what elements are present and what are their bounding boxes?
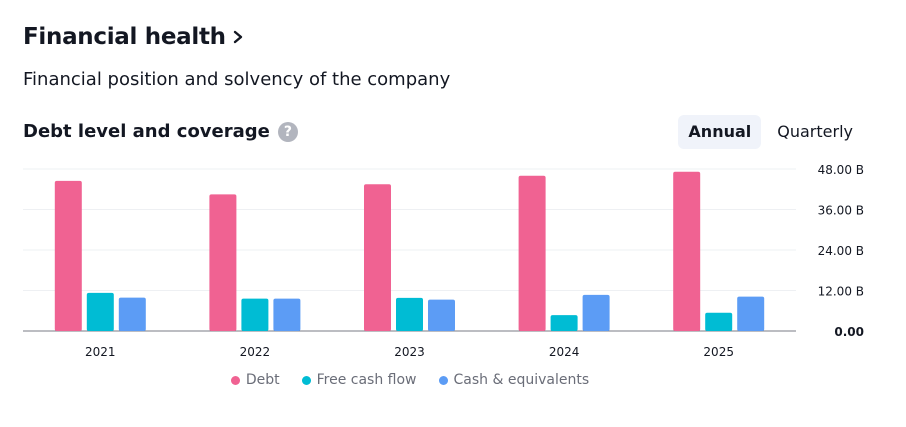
y-tick-label: 12.00 B <box>818 285 864 299</box>
bar-free-cash-flow-2023 <box>396 297 423 331</box>
bar-debt-2024 <box>518 175 546 331</box>
bar-cash-equivalents-2025 <box>737 296 765 331</box>
bar-cash-equivalents-2021 <box>118 297 146 331</box>
legend-dot-free-cash-flow <box>301 375 311 385</box>
legend-label-free-cash-flow: Free cash flow <box>316 372 417 388</box>
bar-cash-equivalents-2022 <box>273 298 301 331</box>
chart-legend: Debt Free cash flow Cash & equivalents <box>0 372 820 388</box>
period-tabs: Annual Quarterly <box>678 115 863 149</box>
legend-item-cash-equivalents[interactable]: Cash & equivalents <box>438 372 590 388</box>
page-title: Financial health <box>23 24 226 50</box>
help-icon[interactable]: ? <box>277 121 298 142</box>
x-tick-label: 2024 <box>549 345 580 359</box>
bar-cash-equivalents-2024 <box>582 294 610 331</box>
legend-dot-cash-equivalents <box>438 375 448 385</box>
section-title-row: Debt level and coverage ? <box>23 121 298 142</box>
bar-free-cash-flow-2024 <box>550 315 578 331</box>
y-tick-label: 0.00 <box>834 325 864 339</box>
financial-health-title[interactable]: Financial health <box>23 24 244 50</box>
x-tick-label: 2021 <box>85 345 116 359</box>
bar-debt-2023 <box>364 184 391 331</box>
chevron-right-icon <box>233 30 242 44</box>
x-tick-label: 2022 <box>240 345 271 359</box>
x-tick-label: 2023 <box>394 345 425 359</box>
tab-annual[interactable]: Annual <box>678 115 762 149</box>
x-tick-label: 2025 <box>703 345 734 359</box>
legend-label-debt: Debt <box>245 372 280 388</box>
bar-debt-2022 <box>209 194 237 331</box>
page-subtitle: Financial position and solvency of the c… <box>23 69 451 90</box>
legend-label-cash-equivalents: Cash & equivalents <box>453 372 590 388</box>
bar-free-cash-flow-2025 <box>705 312 733 331</box>
bar-debt-2025 <box>673 171 701 331</box>
y-tick-label: 48.00 B <box>818 163 864 177</box>
y-tick-label: 24.00 B <box>818 244 864 258</box>
bar-free-cash-flow-2022 <box>241 298 269 331</box>
legend-dot-debt <box>230 375 240 385</box>
section-title: Debt level and coverage <box>23 121 270 142</box>
tab-quarterly[interactable]: Quarterly <box>777 122 853 141</box>
bar-debt-2021 <box>54 180 82 331</box>
y-tick-label: 36.00 B <box>818 204 864 218</box>
bar-cash-equivalents-2023 <box>428 299 455 331</box>
legend-item-debt[interactable]: Debt <box>230 372 280 388</box>
bar-free-cash-flow-2021 <box>86 292 114 331</box>
legend-item-free-cash-flow[interactable]: Free cash flow <box>301 372 417 388</box>
